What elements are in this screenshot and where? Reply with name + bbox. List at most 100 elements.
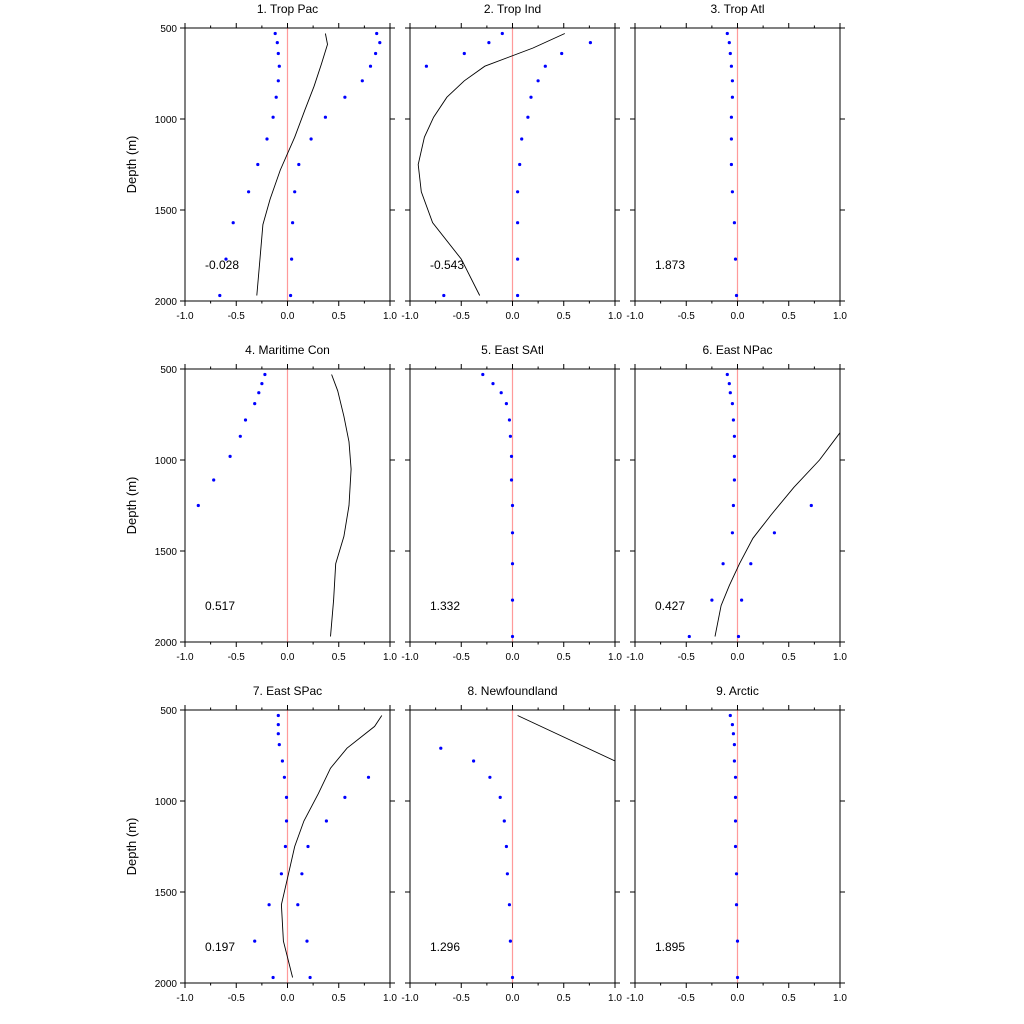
data-point xyxy=(276,713,280,718)
data-point xyxy=(504,844,508,849)
data-point xyxy=(487,41,491,45)
data-point xyxy=(276,51,280,56)
data-point xyxy=(343,95,347,99)
data-point xyxy=(732,743,737,747)
data-point xyxy=(442,293,446,298)
data-point xyxy=(218,293,222,298)
panel-title: 9. Arctic xyxy=(716,684,759,698)
data-point xyxy=(510,503,515,508)
data-point xyxy=(502,819,506,823)
data-point xyxy=(263,372,267,377)
x-tick-label: 1.0 xyxy=(833,311,847,322)
data-point xyxy=(324,819,328,823)
data-point xyxy=(308,975,312,980)
data-point xyxy=(729,162,734,167)
x-tick-label: 0.0 xyxy=(281,652,295,663)
data-point xyxy=(271,975,275,980)
x-tick-label: 1.0 xyxy=(383,652,397,663)
data-point xyxy=(360,79,364,83)
data-point xyxy=(730,402,735,406)
correlation-label: 1.873 xyxy=(655,258,685,272)
x-tick-label: 0.5 xyxy=(782,311,796,322)
correlation-label: 0.427 xyxy=(655,599,685,613)
panel-3: -1.0 -0.5 0.0 0.5 1.0 3. Trop Atl 1.873 xyxy=(626,2,847,322)
data-point xyxy=(374,51,378,56)
x-tick-label: -0.5 xyxy=(453,993,471,1004)
x-tick-label: -1.0 xyxy=(626,311,644,322)
data-point xyxy=(721,562,725,566)
panel-title: 7. East SPac xyxy=(253,684,322,698)
data-point xyxy=(729,137,734,141)
x-tick-label: 1.0 xyxy=(608,652,622,663)
data-point xyxy=(733,775,738,779)
panel-8: -1.0 -0.5 0.0 0.5 1.0 8. Newfoundland 1.296 xyxy=(401,684,622,1004)
data-point xyxy=(529,95,533,99)
data-point xyxy=(588,41,593,45)
data-point xyxy=(510,634,515,639)
panel-1: -1.0 -0.5 0.0 0.5 1.0 500 1000 1500 2000 1. Trop … xyxy=(124,2,397,322)
data-point xyxy=(733,795,738,800)
x-tick-label: -1.0 xyxy=(176,652,194,663)
data-point xyxy=(732,221,737,225)
x-tick-label: 1.0 xyxy=(833,652,847,663)
data-point xyxy=(472,759,476,763)
correlation-label: 0.517 xyxy=(205,599,235,613)
data-point xyxy=(277,64,281,68)
data-point xyxy=(520,137,524,141)
data-point xyxy=(728,51,732,56)
y-tick-label: 1500 xyxy=(155,206,178,217)
x-tick-label: 0.0 xyxy=(731,993,745,1004)
data-point xyxy=(729,64,734,68)
x-tick-label: 1.0 xyxy=(833,993,847,1004)
panel-title: 5. East SAtl xyxy=(481,343,544,357)
y-axis-label: Depth (m) xyxy=(124,818,139,876)
data-point xyxy=(228,454,232,458)
data-point xyxy=(212,478,216,482)
data-point xyxy=(277,743,281,747)
x-tick-label: -0.5 xyxy=(678,652,696,663)
data-point xyxy=(735,939,740,943)
data-point xyxy=(732,478,737,482)
data-point xyxy=(730,531,735,535)
data-point xyxy=(687,634,691,639)
x-tick-label: 0.0 xyxy=(506,993,520,1004)
x-tick-label: 0.0 xyxy=(731,311,745,322)
y-tick-label: 2000 xyxy=(155,638,178,649)
data-point xyxy=(289,293,293,298)
data-point xyxy=(488,775,492,779)
x-tick-label: -0.5 xyxy=(678,311,696,322)
data-point xyxy=(507,418,511,422)
data-point xyxy=(481,372,485,377)
data-point xyxy=(462,51,466,56)
data-point xyxy=(238,434,242,438)
data-point xyxy=(276,732,280,736)
data-point xyxy=(509,454,514,458)
data-point xyxy=(749,562,753,566)
data-point xyxy=(732,759,737,763)
correlation-label: 1.296 xyxy=(430,940,460,954)
data-point xyxy=(368,64,373,68)
data-point xyxy=(510,531,515,535)
correlation-label: 1.332 xyxy=(430,599,460,613)
data-point xyxy=(732,454,737,458)
data-point xyxy=(300,872,304,876)
data-point xyxy=(734,293,739,298)
correlation-label: -0.543 xyxy=(430,258,464,272)
x-tick-label: -0.5 xyxy=(678,993,696,1004)
data-point xyxy=(276,723,280,727)
x-tick-label: 0.5 xyxy=(557,311,571,322)
data-point xyxy=(253,939,257,943)
x-tick-label: 0.5 xyxy=(332,652,346,663)
data-point xyxy=(491,382,495,386)
data-point xyxy=(732,434,737,438)
data-point xyxy=(309,137,313,141)
y-tick-label: 500 xyxy=(160,365,177,376)
data-point xyxy=(280,759,284,763)
panel-title: 2. Trop Ind xyxy=(484,2,541,16)
data-point xyxy=(725,372,729,377)
profile-line xyxy=(280,715,383,978)
x-tick-label: 0.5 xyxy=(782,652,796,663)
x-tick-label: 0.5 xyxy=(782,993,796,1004)
correlation-label: -0.028 xyxy=(205,258,239,272)
x-tick-label: 1.0 xyxy=(383,993,397,1004)
